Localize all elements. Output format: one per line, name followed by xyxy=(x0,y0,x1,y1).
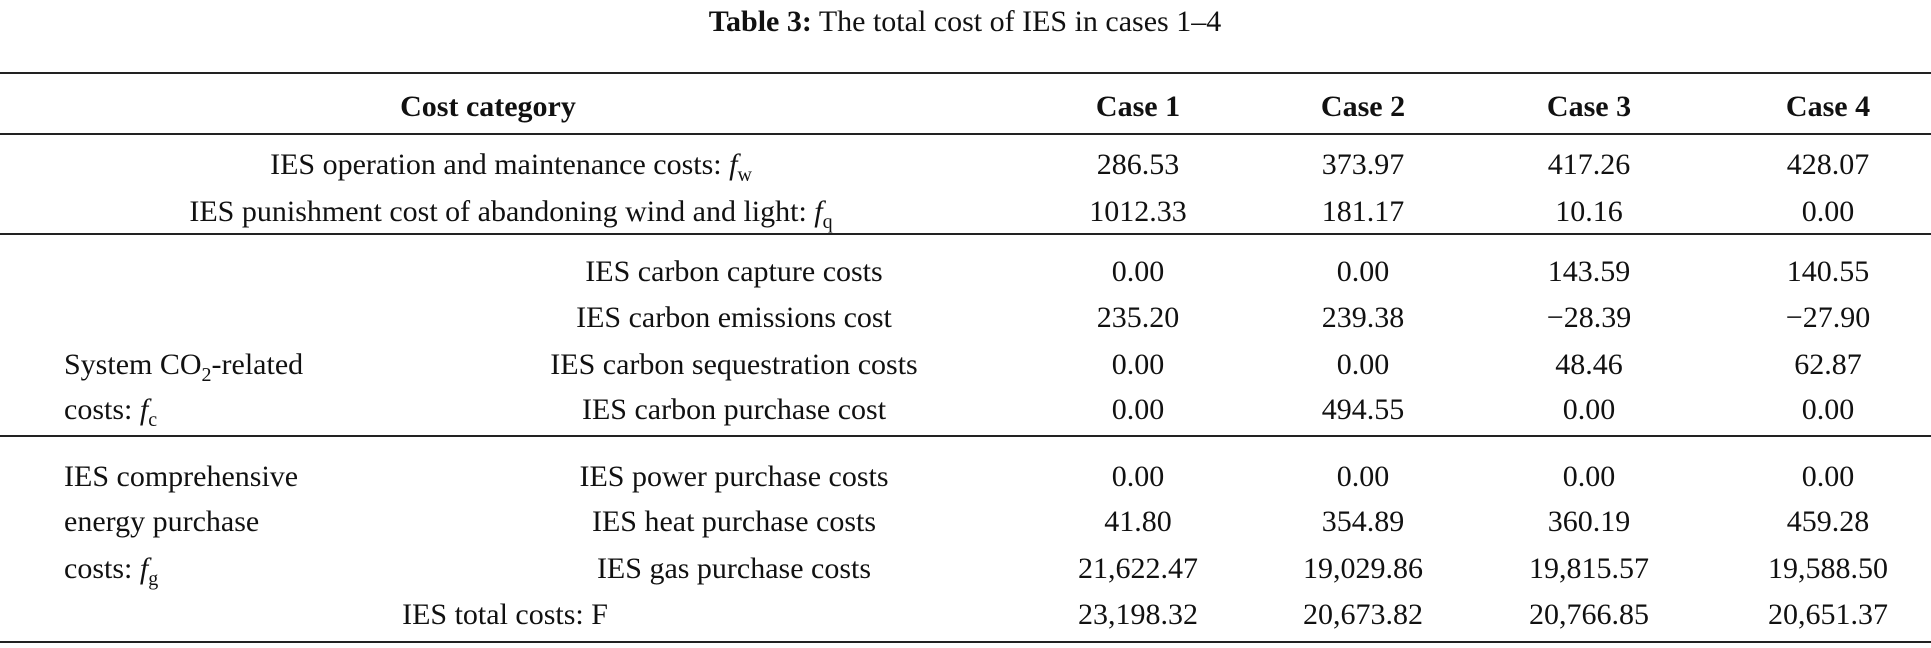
row-label: IES heat purchase costs xyxy=(592,507,876,537)
subscript: g xyxy=(148,568,159,590)
column-header: Case 4 xyxy=(1785,90,1871,123)
label-text: IES power purchase costs xyxy=(579,460,889,493)
cell-value: 0.00 xyxy=(1562,393,1616,426)
cell-value: −28.39 xyxy=(1546,301,1632,334)
row-label: IES total costs: F xyxy=(402,600,608,630)
label-text: -related xyxy=(211,348,304,381)
cell-value: 19,588.50 xyxy=(1768,552,1888,585)
cell-value: 428.07 xyxy=(1786,148,1870,181)
label-text: IES punishment cost of abandoning wind a… xyxy=(189,195,815,228)
variable: f xyxy=(729,148,738,181)
cell-value: 21,622.47 xyxy=(1078,552,1198,585)
column-header: Case 1 xyxy=(1095,90,1181,123)
bottom-rule xyxy=(0,641,1931,643)
group-label: costs: fc xyxy=(64,393,157,431)
subscript: w xyxy=(737,164,752,186)
cell-value: 1012.33 xyxy=(1089,195,1187,228)
cell-value: 140.55 xyxy=(1786,255,1870,288)
cell-value: 48.46 xyxy=(1555,348,1623,381)
group-label: IES comprehensive xyxy=(64,462,298,492)
cell-value: 19,029.86 xyxy=(1303,552,1423,585)
label-text: costs: xyxy=(64,552,140,585)
section-rule xyxy=(0,233,1931,235)
cell-value: 10.16 xyxy=(1555,195,1623,228)
cell-value: 0.00 xyxy=(1111,348,1165,381)
label-text: IES operation and maintenance costs: xyxy=(270,148,730,181)
cell-value: 494.55 xyxy=(1321,393,1405,426)
cell-value: 20,651.37 xyxy=(1768,598,1888,631)
label-text: IES carbon emissions cost xyxy=(576,301,892,334)
cell-value: 286.53 xyxy=(1096,148,1180,181)
cell-value: 0.00 xyxy=(1801,393,1855,426)
label-text: IES carbon sequestration costs xyxy=(550,348,918,381)
cell-value: 459.28 xyxy=(1786,505,1870,538)
cell-value: 0.00 xyxy=(1111,393,1165,426)
cell-value: 0.00 xyxy=(1336,460,1390,493)
label-text: costs: xyxy=(64,393,140,426)
variable: f xyxy=(814,195,823,228)
cell-value: 62.87 xyxy=(1794,348,1862,381)
label-text: IES total costs: F xyxy=(402,598,608,631)
header-rule xyxy=(0,133,1931,135)
subscript: c xyxy=(148,409,158,431)
cell-value: 0.00 xyxy=(1111,460,1165,493)
cell-value: 0.00 xyxy=(1562,460,1616,493)
cell-value: 0.00 xyxy=(1111,255,1165,288)
column-header: Cost category xyxy=(400,90,576,123)
caption-label: Table 3: xyxy=(708,5,812,38)
subscript: 2 xyxy=(201,364,212,386)
cell-value: 0.00 xyxy=(1801,460,1855,493)
cell-value: 373.97 xyxy=(1321,148,1405,181)
variable: f xyxy=(139,393,149,426)
label-text: IES comprehensive xyxy=(64,460,299,493)
caption: Table 3: The total cost of IES in cases … xyxy=(709,7,1221,37)
label-text: IES heat purchase costs xyxy=(591,505,877,538)
cell-value: 360.19 xyxy=(1547,505,1631,538)
label-text: IES carbon capture costs xyxy=(585,255,883,288)
column-header: Case 3 xyxy=(1546,90,1632,123)
row-label: IES carbon purchase cost xyxy=(582,395,886,425)
caption-text: The total cost of IES in cases 1–4 xyxy=(811,5,1222,38)
section-rule xyxy=(0,435,1931,437)
group-label: costs: fg xyxy=(64,552,158,590)
variable: f xyxy=(139,552,149,585)
subscript: q xyxy=(822,211,833,233)
top-rule xyxy=(0,72,1931,74)
cell-value: 0.00 xyxy=(1336,348,1390,381)
cell-value: 23,198.32 xyxy=(1078,598,1198,631)
label-text: System CO xyxy=(64,348,202,381)
cell-value: 0.00 xyxy=(1801,195,1855,228)
cell-value: 181.17 xyxy=(1321,195,1405,228)
row-label: IES carbon sequestration costs xyxy=(550,350,917,380)
cell-value: 0.00 xyxy=(1336,255,1390,288)
group-label: energy purchase xyxy=(64,507,259,537)
cell-value: 20,673.82 xyxy=(1303,598,1423,631)
row-label: IES gas purchase costs xyxy=(597,554,871,584)
row-label: IES carbon emissions cost xyxy=(576,303,892,333)
column-header: Case 2 xyxy=(1320,90,1406,123)
label-text: IES carbon purchase cost xyxy=(581,393,887,426)
cell-value: 20,766.85 xyxy=(1529,598,1649,631)
cell-value: 235.20 xyxy=(1096,301,1180,334)
cell-value: −27.90 xyxy=(1785,301,1871,334)
group-label: System CO2-related xyxy=(64,348,304,386)
row-label: IES carbon capture costs xyxy=(585,257,882,287)
cell-value: 41.80 xyxy=(1104,505,1172,538)
cell-value: 143.59 xyxy=(1547,255,1631,288)
row-label: IES power purchase costs xyxy=(579,462,888,492)
row-label: IES punishment cost of abandoning wind a… xyxy=(189,195,832,233)
label-text: IES gas purchase costs xyxy=(596,552,872,585)
cell-value: 239.38 xyxy=(1321,301,1405,334)
label-text: energy purchase xyxy=(64,505,260,538)
cell-value: 354.89 xyxy=(1321,505,1405,538)
row-label: IES operation and maintenance costs: fw xyxy=(270,148,752,186)
cell-value: 19,815.57 xyxy=(1529,552,1649,585)
cell-value: 417.26 xyxy=(1547,148,1631,181)
